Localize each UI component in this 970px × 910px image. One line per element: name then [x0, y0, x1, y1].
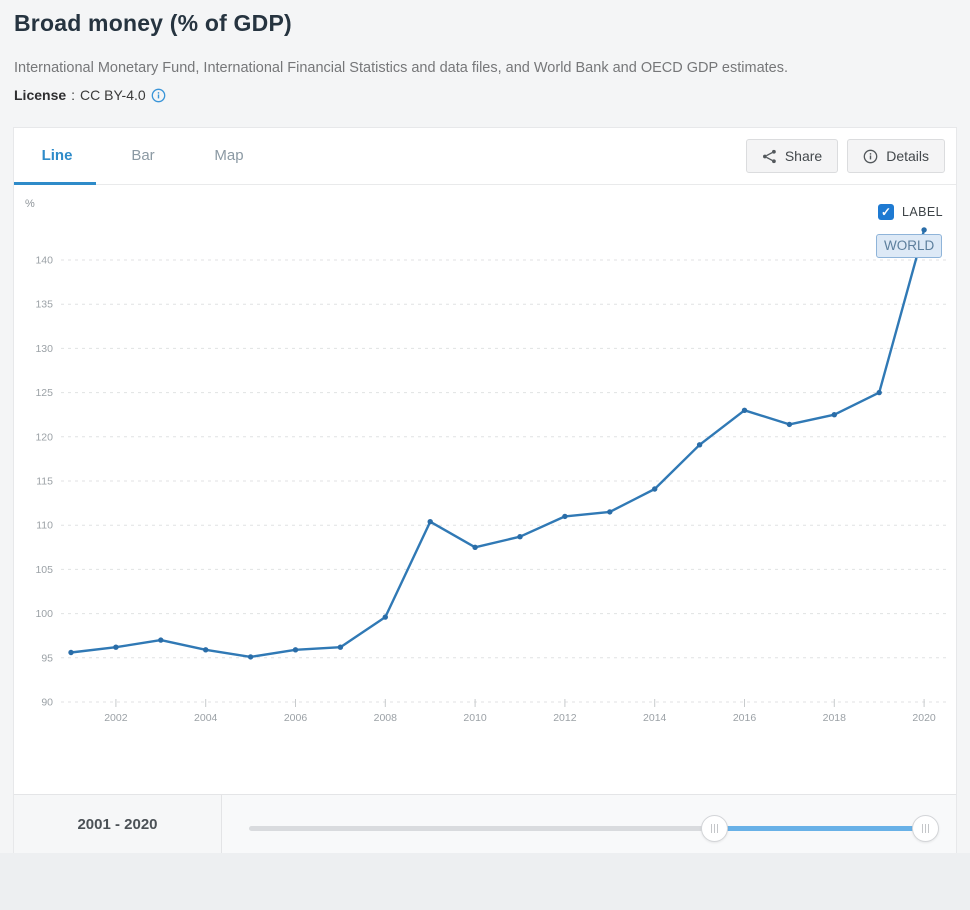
year-range-label: 2001 - 2020	[14, 795, 222, 853]
slider-track[interactable]	[249, 826, 938, 831]
y-axis-label: 95	[41, 652, 53, 664]
y-axis-label: 130	[35, 343, 53, 355]
label-checkbox[interactable]: ✓ LABEL	[878, 204, 943, 220]
details-button[interactable]: Details	[847, 139, 945, 173]
x-axis-label: 2010	[463, 712, 487, 724]
share-button[interactable]: Share	[745, 139, 839, 173]
y-axis-label: 90	[41, 697, 53, 709]
data-point[interactable]	[427, 519, 433, 525]
license-info-icon[interactable]	[151, 88, 166, 103]
y-axis-unit: %	[25, 198, 35, 210]
data-point[interactable]	[562, 513, 568, 520]
slider-handle-left[interactable]	[701, 815, 728, 842]
x-axis-label: 2012	[553, 712, 577, 724]
data-point[interactable]	[517, 534, 523, 540]
chart-panel: Line Bar Map Share	[13, 127, 957, 853]
info-icon	[863, 149, 878, 164]
share-icon	[762, 149, 777, 164]
y-axis-label: 100	[35, 608, 53, 620]
year-range-slider[interactable]	[236, 795, 943, 853]
series-label-world[interactable]: WORLD	[876, 234, 943, 258]
data-point[interactable]	[472, 544, 478, 550]
tab-bar[interactable]: Bar	[131, 147, 155, 164]
data-point[interactable]	[921, 227, 927, 233]
data-point[interactable]	[831, 412, 837, 418]
chart-area: 90 95 100 105 110 115 120 125 130 135 140 2002 2004 2…	[14, 185, 956, 793]
year-range-bar: 2001 - 2020	[14, 794, 956, 853]
x-axis-label: 2014	[643, 712, 667, 724]
data-point[interactable]	[876, 389, 882, 396]
data-point[interactable]	[247, 654, 254, 660]
page-footer-background	[0, 853, 970, 910]
license-label: License	[14, 87, 67, 103]
data-point[interactable]	[68, 649, 74, 656]
data-point[interactable]	[113, 644, 119, 650]
y-axis-label: 120	[35, 431, 53, 443]
license-value: CC BY-4.0	[80, 87, 146, 103]
x-axis-label: 2004	[194, 712, 218, 724]
license-separator: :	[71, 87, 76, 103]
data-point[interactable]	[158, 637, 164, 643]
source-citation: International Monetary Fund, Internation…	[14, 60, 789, 76]
y-axis-label: 105	[35, 564, 53, 576]
share-button-label: Share	[784, 148, 823, 164]
details-button-label: Details	[886, 148, 929, 164]
x-axis-label: 2020	[912, 712, 936, 724]
y-axis-label: 110	[36, 520, 53, 532]
slider-selected-range[interactable]	[714, 826, 925, 831]
tabs-container: Line Bar Map	[14, 128, 272, 185]
data-point[interactable]	[203, 647, 209, 653]
x-axis-label: 2008	[374, 712, 398, 724]
x-axis-label: 2018	[823, 712, 847, 724]
x-axis-label: 2016	[733, 712, 757, 724]
license-line: License : CC BY-4.0	[14, 87, 956, 103]
header: Broad money (% of GDP) International Mon…	[14, 10, 956, 103]
checkbox-checked-icon[interactable]: ✓	[878, 204, 894, 220]
toolbar-actions: Share Details	[745, 128, 956, 184]
label-checkbox-text: LABEL	[902, 205, 943, 219]
x-axis-label: 2002	[104, 712, 128, 724]
slider-grip-icon	[922, 824, 929, 833]
y-axis-label: 115	[36, 476, 53, 488]
data-point[interactable]	[652, 486, 658, 492]
x-axis-label: 2006	[284, 712, 308, 724]
y-axis-label: 140	[35, 255, 53, 267]
line-chart: 90 95 100 105 110 115 120 125 130 135 140 2002 2004 2…	[25, 198, 948, 724]
tab-line[interactable]: Line	[14, 128, 100, 185]
data-point[interactable]	[337, 644, 344, 650]
slider-grip-icon	[711, 824, 718, 833]
y-axis-label: 125	[35, 387, 53, 399]
slider-handle-right[interactable]	[912, 815, 939, 842]
data-point[interactable]	[741, 407, 748, 413]
world-series-line[interactable]	[69, 228, 926, 659]
tab-map[interactable]: Map	[214, 147, 244, 164]
data-point[interactable]	[382, 614, 388, 620]
data-point[interactable]	[292, 647, 299, 653]
data-point[interactable]	[786, 421, 793, 428]
data-point[interactable]	[696, 442, 703, 448]
tab-bar: Line Bar Map Share	[14, 128, 956, 185]
page-title: Broad money (% of GDP)	[14, 10, 292, 36]
y-axis-label: 135	[35, 299, 53, 311]
data-point[interactable]	[607, 509, 613, 515]
